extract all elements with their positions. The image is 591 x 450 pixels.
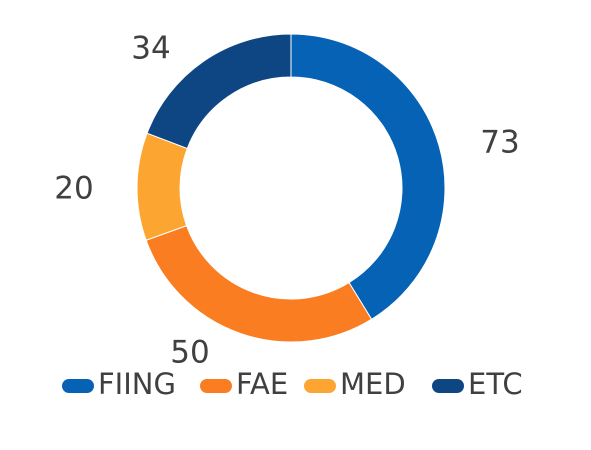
legend-label-etc: ETC <box>468 367 523 401</box>
legend-swatch-med <box>304 379 336 393</box>
data-label-med: 20 <box>54 171 93 207</box>
slice-med <box>136 132 188 241</box>
legend-item-fae: FAE <box>200 367 288 401</box>
legend-swatch-fae <box>200 379 232 393</box>
legend-label-med: MED <box>340 367 406 401</box>
legend: FIING FAE MED ETC <box>62 367 523 401</box>
legend-label-fae: FAE <box>236 367 288 401</box>
slice-etc <box>146 33 292 150</box>
legend-item-etc: ETC <box>432 367 523 401</box>
donut-slices <box>136 33 446 343</box>
data-label-etc: 34 <box>131 31 170 67</box>
data-labels: 73 50 20 34 <box>54 31 519 371</box>
data-label-fiing: 73 <box>480 125 519 161</box>
legend-label-fiing: FIING <box>98 367 176 401</box>
legend-swatch-etc <box>432 379 464 393</box>
legend-item-med: MED <box>304 367 406 401</box>
slice-fiing <box>290 33 446 320</box>
slice-fae <box>145 225 373 343</box>
legend-item-fiing: FIING <box>62 367 176 401</box>
legend-swatch-fiing <box>62 379 94 393</box>
data-label-fae: 50 <box>170 335 209 371</box>
